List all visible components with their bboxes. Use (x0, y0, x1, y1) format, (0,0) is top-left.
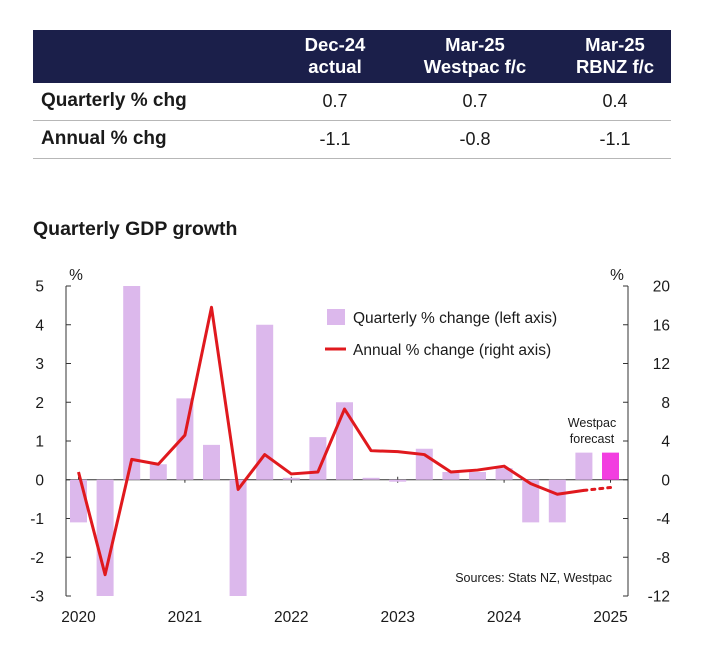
bar-series (70, 286, 619, 596)
header-mar25-westpac: Mar-25 Westpac f/c (423, 34, 527, 77)
source-note: Sources: Stats NZ, Westpac (455, 571, 612, 585)
bar (522, 479, 540, 523)
annual-line (77, 305, 585, 577)
cell-value: 0.7 (462, 91, 488, 111)
row-label: Quarterly % chg (41, 90, 187, 111)
cell-value: 0.7 (322, 91, 348, 111)
forecast-bar (602, 452, 619, 480)
left-tick-label: -3 (30, 589, 44, 606)
bar (256, 324, 274, 480)
cell-value: 0.4 (602, 91, 628, 111)
x-tick-label: 2022 (274, 609, 308, 626)
right-axis-unit: % (610, 267, 624, 284)
bar (469, 472, 486, 480)
right-tick-label: 4 (661, 434, 670, 451)
bar (123, 286, 141, 480)
bar (229, 479, 247, 596)
right-tick-label: -4 (656, 511, 670, 528)
table-row-annual: Annual % chg -1.1 -0.8 -1.1 (33, 121, 671, 159)
left-tick-label: -2 (30, 550, 44, 567)
right-tick-label: 16 (653, 317, 670, 334)
right-tick-label: 20 (653, 279, 671, 296)
left-tick-label: -1 (30, 511, 44, 528)
left-tick-label: 3 (35, 356, 44, 373)
bar (96, 479, 114, 596)
bar (282, 477, 300, 480)
right-tick-label: 12 (653, 356, 670, 373)
left-tick-label: 5 (35, 279, 44, 296)
forecast-label: forecast (570, 432, 615, 446)
chart-title: Quarterly GDP growth (33, 218, 238, 240)
legend-swatch-bar (327, 309, 345, 325)
cell-value: -1.1 (599, 129, 631, 149)
cell-value: -0.8 (459, 129, 491, 149)
left-axis-unit: % (69, 267, 83, 284)
bar (442, 472, 460, 480)
right-tick-label: -12 (648, 589, 670, 606)
bar (362, 477, 380, 480)
bar (389, 479, 407, 482)
chart-legend: Quarterly % change (left axis) Annual % c… (325, 309, 557, 359)
x-tick-label: 2021 (168, 609, 202, 626)
annual-forecast-line (582, 486, 612, 492)
bar (548, 479, 566, 523)
right-tick-label: 0 (661, 472, 670, 489)
right-tick-label: -8 (656, 550, 670, 567)
forecast-label: Westpac (568, 416, 616, 430)
x-tick-label: 2025 (593, 609, 627, 626)
chart-annotations: Westpac forecast Sources: Stats NZ, Westpa… (455, 416, 616, 585)
header-mar25-rbnz: Mar-25 RBNZ f/c (575, 34, 655, 77)
row-label: Annual % chg (41, 128, 167, 149)
legend-label-line: Annual % change (right axis) (353, 342, 551, 359)
left-tick-label: 4 (35, 317, 44, 334)
bar (70, 479, 87, 523)
x-tick-label: 2024 (487, 609, 522, 626)
right-tick-label: 8 (661, 395, 670, 412)
tick-labels: 5 4 3 2 1 0 -1 -2 -3% 20 16 12 8 4 0 -4 -8 -12% 2020 2021 20… (30, 267, 670, 626)
left-tick-label: 1 (35, 434, 44, 451)
bar (575, 452, 593, 480)
x-tick-label: 2023 (380, 609, 414, 626)
bar (309, 437, 327, 480)
left-tick-label: 2 (35, 395, 44, 412)
bar (149, 464, 167, 480)
summary-table: Dec-24 actual Mar-25 Westpac f/c Mar-25 RBN… (33, 30, 671, 159)
legend-label-bar: Quarterly % change (left axis) (353, 310, 557, 327)
left-tick-label: 0 (35, 472, 44, 489)
x-tick-label: 2020 (61, 609, 96, 626)
header-dec24-actual: Dec-24 actual (304, 34, 366, 77)
bar (203, 444, 220, 480)
bar (336, 402, 353, 480)
table-row-quarterly: Quarterly % chg 0.7 0.7 0.4 (33, 83, 671, 121)
line-series (77, 305, 612, 577)
bar (495, 468, 513, 480)
cell-value: -1.1 (319, 129, 351, 149)
table-header: Dec-24 actual Mar-25 Westpac f/c Mar-25 RBN… (33, 30, 671, 83)
